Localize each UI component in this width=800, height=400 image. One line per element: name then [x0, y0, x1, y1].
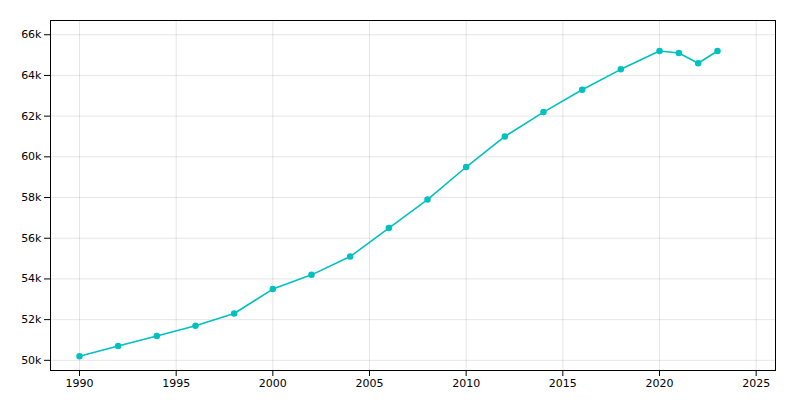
svg-text:2015: 2015 [549, 377, 577, 390]
svg-text:52k: 52k [21, 313, 42, 326]
svg-text:54k: 54k [21, 272, 42, 285]
svg-text:64k: 64k [21, 69, 42, 82]
svg-text:50k: 50k [21, 354, 42, 367]
svg-text:60k: 60k [21, 150, 42, 163]
svg-text:2005: 2005 [356, 377, 384, 390]
svg-text:1995: 1995 [162, 377, 190, 390]
svg-text:66k: 66k [21, 28, 42, 41]
svg-text:2010: 2010 [452, 377, 480, 390]
svg-text:2000: 2000 [259, 377, 287, 390]
svg-text:1990: 1990 [66, 377, 94, 390]
svg-text:62k: 62k [21, 110, 42, 123]
svg-text:2020: 2020 [646, 377, 674, 390]
svg-text:2025: 2025 [742, 377, 770, 390]
svg-text:56k: 56k [21, 232, 42, 245]
svg-text:58k: 58k [21, 191, 42, 204]
